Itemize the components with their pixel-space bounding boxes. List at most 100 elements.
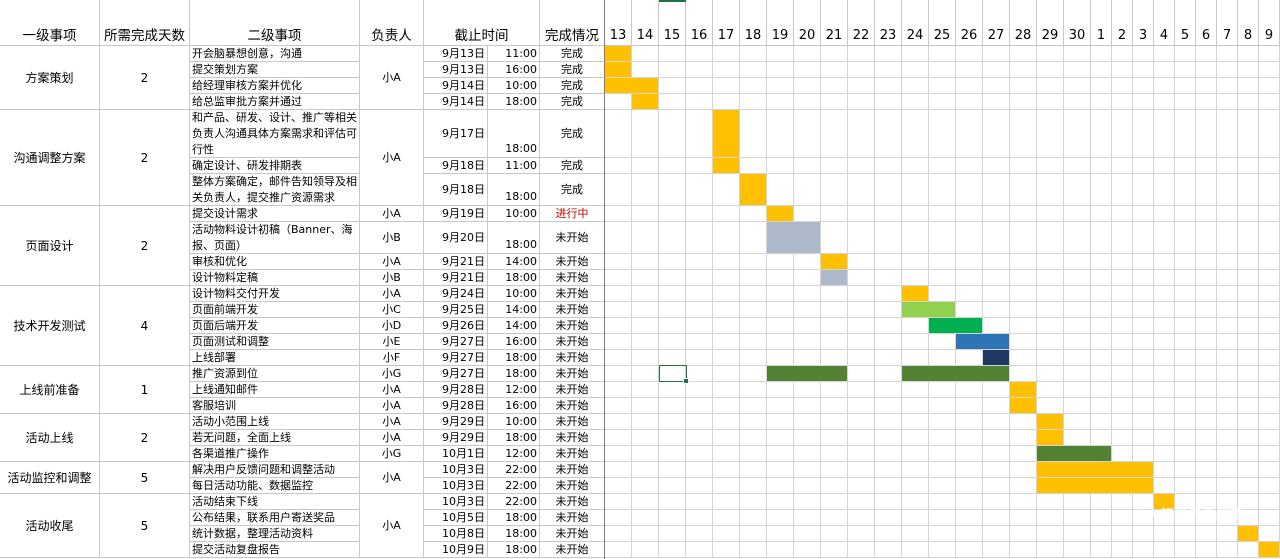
gantt-cell[interactable] xyxy=(1091,510,1112,526)
gantt-cell[interactable] xyxy=(713,110,740,158)
gantt-cell[interactable] xyxy=(929,494,956,510)
gantt-cell[interactable] xyxy=(794,494,821,510)
gantt-cell[interactable] xyxy=(1112,254,1133,270)
gantt-cell[interactable] xyxy=(605,302,632,318)
gantt-cell[interactable] xyxy=(875,526,902,542)
task-status[interactable]: 未开始 xyxy=(540,366,604,382)
task-status[interactable]: 未开始 xyxy=(540,334,604,350)
gantt-cell[interactable] xyxy=(794,270,821,286)
gantt-cell[interactable] xyxy=(1112,158,1133,174)
gantt-cell[interactable] xyxy=(713,94,740,110)
task-status[interactable]: 未开始 xyxy=(540,270,604,286)
gantt-cell[interactable] xyxy=(740,94,767,110)
task-time[interactable]: 18:00 xyxy=(488,94,540,110)
day-header-15[interactable]: 15 xyxy=(659,0,686,46)
gantt-cell[interactable] xyxy=(983,542,1010,558)
gantt-cell[interactable] xyxy=(1091,270,1112,286)
gantt-cell[interactable] xyxy=(1112,174,1133,206)
gantt-cell[interactable] xyxy=(605,414,632,430)
gantt-cell[interactable] xyxy=(713,254,740,270)
gantt-cell[interactable] xyxy=(686,366,713,382)
gantt-cell[interactable] xyxy=(821,430,848,446)
gantt-cell[interactable] xyxy=(794,46,821,62)
gantt-cell[interactable] xyxy=(794,302,821,318)
gantt-cell[interactable] xyxy=(1010,542,1037,558)
gantt-cell[interactable] xyxy=(1064,350,1091,366)
gantt-cell[interactable] xyxy=(632,542,659,558)
gantt-cell[interactable] xyxy=(632,318,659,334)
gantt-cell[interactable] xyxy=(1154,446,1175,462)
gantt-cell[interactable] xyxy=(1064,526,1091,542)
gantt-cell[interactable] xyxy=(686,94,713,110)
gantt-cell[interactable] xyxy=(929,430,956,446)
gantt-cell[interactable] xyxy=(713,350,740,366)
task-status[interactable]: 未开始 xyxy=(540,462,604,478)
gantt-cell[interactable] xyxy=(632,414,659,430)
gantt-cell[interactable] xyxy=(1112,110,1133,158)
task-time[interactable]: 14:00 xyxy=(488,302,540,318)
gantt-cell[interactable] xyxy=(983,382,1010,398)
gantt-cell[interactable] xyxy=(767,286,794,302)
gantt-cell[interactable] xyxy=(1196,542,1217,558)
gantt-cell[interactable] xyxy=(1259,286,1280,302)
gantt-cell[interactable] xyxy=(1238,334,1259,350)
gantt-cell[interactable] xyxy=(821,158,848,174)
gantt-cell[interactable] xyxy=(740,366,767,382)
task-owner[interactable]: 小A xyxy=(360,206,424,222)
gantt-cell[interactable] xyxy=(1133,174,1154,206)
task-date[interactable]: 10月3日 xyxy=(424,462,488,478)
task-time[interactable]: 18:00 xyxy=(488,110,540,158)
gantt-cell[interactable] xyxy=(1037,526,1064,542)
gantt-cell[interactable] xyxy=(1217,110,1238,158)
gantt-cell[interactable] xyxy=(1217,382,1238,398)
gantt-cell[interactable] xyxy=(686,254,713,270)
gantt-cell[interactable] xyxy=(848,430,875,446)
task-date[interactable]: 9月13日 xyxy=(424,46,488,62)
day-header-20[interactable]: 20 xyxy=(794,0,821,46)
gantt-cell[interactable] xyxy=(1259,334,1280,350)
gantt-cell[interactable] xyxy=(1217,478,1238,494)
gantt-cell[interactable] xyxy=(1217,510,1238,526)
task-time[interactable]: 11:00 xyxy=(488,158,540,174)
gantt-cell[interactable] xyxy=(605,222,632,254)
task-owner[interactable]: 小C xyxy=(360,302,424,318)
gantt-cell[interactable] xyxy=(1133,78,1154,94)
gantt-cell[interactable] xyxy=(767,174,794,206)
gantt-cell[interactable] xyxy=(1064,206,1091,222)
gantt-cell[interactable] xyxy=(983,366,1010,382)
gantt-cell[interactable] xyxy=(1010,366,1037,382)
gantt-cell[interactable] xyxy=(875,494,902,510)
gantt-cell[interactable] xyxy=(632,510,659,526)
gantt-cell[interactable] xyxy=(632,382,659,398)
gantt-cell[interactable] xyxy=(821,494,848,510)
gantt-cell[interactable] xyxy=(713,270,740,286)
gantt-cell[interactable] xyxy=(1037,510,1064,526)
gantt-cell[interactable] xyxy=(659,494,686,510)
gantt-cell[interactable] xyxy=(1037,334,1064,350)
task-owner[interactable]: 小A xyxy=(360,398,424,414)
gantt-cell[interactable] xyxy=(1112,494,1133,510)
gantt-cell[interactable] xyxy=(1091,62,1112,78)
task-time[interactable]: 11:00 xyxy=(488,46,540,62)
gantt-cell[interactable] xyxy=(1238,446,1259,462)
gantt-cell[interactable] xyxy=(794,78,821,94)
gantt-cell[interactable] xyxy=(767,110,794,158)
gantt-cell[interactable] xyxy=(1037,542,1064,558)
gantt-cell[interactable] xyxy=(902,334,929,350)
task-date[interactable]: 10月8日 xyxy=(424,526,488,542)
gantt-cell[interactable] xyxy=(1010,462,1037,478)
gantt-cell[interactable] xyxy=(1154,302,1175,318)
gantt-cell[interactable] xyxy=(1217,494,1238,510)
gantt-cell[interactable] xyxy=(1259,382,1280,398)
gantt-cell[interactable] xyxy=(1175,158,1196,174)
gantt-cell[interactable] xyxy=(1010,350,1037,366)
gantt-cell[interactable] xyxy=(1064,222,1091,254)
gantt-cell[interactable] xyxy=(1037,398,1064,414)
gantt-cell[interactable] xyxy=(1238,158,1259,174)
gantt-cell[interactable] xyxy=(794,526,821,542)
gantt-cell[interactable] xyxy=(1091,398,1112,414)
gantt-cell[interactable] xyxy=(902,78,929,94)
day-header-29[interactable]: 29 xyxy=(1037,0,1064,46)
gantt-cell[interactable] xyxy=(821,270,848,286)
gantt-cell[interactable] xyxy=(1196,94,1217,110)
